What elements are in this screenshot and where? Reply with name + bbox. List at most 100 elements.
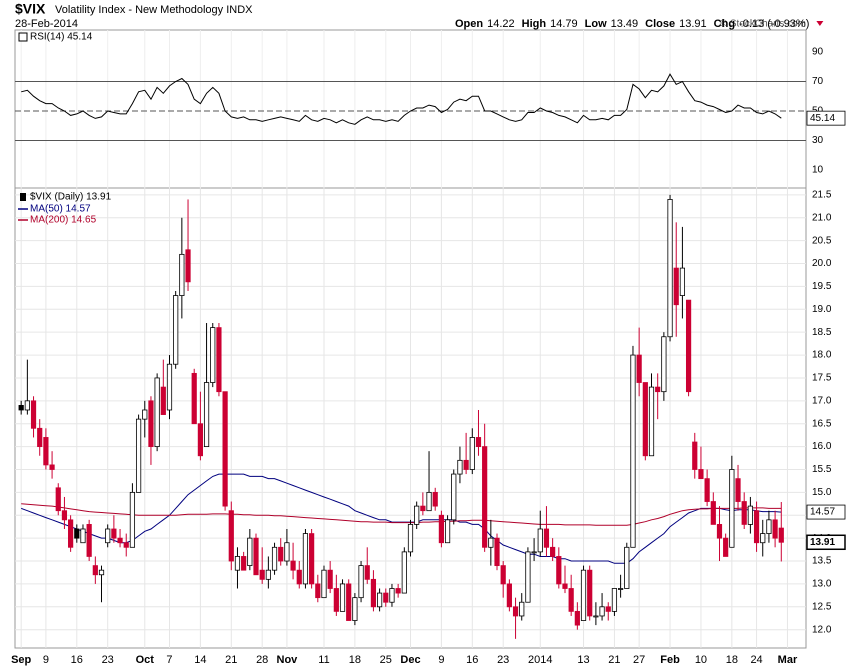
x-tick-label: 14 xyxy=(194,654,206,666)
candle-body xyxy=(692,441,698,470)
candle-body xyxy=(185,249,191,283)
candle-body xyxy=(80,528,86,544)
candle-body xyxy=(154,377,160,448)
quote-value: 13.91 xyxy=(679,18,707,30)
x-tick-label: 25 xyxy=(380,654,392,666)
candle-body xyxy=(55,487,61,512)
candle-body xyxy=(49,464,55,470)
x-tick-label: 28 xyxy=(256,654,268,666)
candle-body xyxy=(160,386,166,415)
value-marker-label: 13.91 xyxy=(810,537,835,548)
candle-body xyxy=(117,537,123,544)
candle-body xyxy=(86,524,92,557)
candle-body xyxy=(135,418,142,493)
candle-body xyxy=(611,588,618,612)
rsi-legend: RSI(14) 45.14 xyxy=(30,32,93,43)
candle-body xyxy=(210,327,216,383)
y-tick-label: 20.0 xyxy=(812,258,832,269)
candle-body xyxy=(661,336,667,393)
candle-body xyxy=(444,519,451,544)
candle-body xyxy=(543,528,550,548)
candle-body xyxy=(457,459,463,475)
candle-body xyxy=(741,501,747,525)
x-tick-label: 16 xyxy=(466,654,478,666)
candle-body xyxy=(599,606,605,617)
candle-body xyxy=(203,382,210,448)
x-tick-label: 24 xyxy=(750,654,762,666)
candle-body xyxy=(68,519,74,548)
down-triangle xyxy=(816,21,824,26)
candle-body xyxy=(667,199,673,338)
candle-body xyxy=(753,510,760,544)
candle-body xyxy=(618,588,624,590)
quote-value: 13.49 xyxy=(611,18,639,30)
x-tick-label: Nov xyxy=(277,654,299,666)
candle-body xyxy=(414,505,420,525)
y-tick-label: 18.0 xyxy=(812,350,832,361)
candle-body xyxy=(580,569,587,621)
x-tick-label: 27 xyxy=(633,654,645,666)
candle-body xyxy=(43,437,49,466)
candle-body xyxy=(723,537,729,557)
candle-body xyxy=(574,610,580,626)
candle-body xyxy=(37,427,43,448)
candle-body xyxy=(377,592,383,608)
x-tick-label: Sep xyxy=(11,654,31,666)
candle-body xyxy=(216,327,222,393)
candle-body xyxy=(698,469,704,480)
x-tick-label: Mar xyxy=(778,654,798,666)
quote-label: High xyxy=(522,18,547,30)
chart-date: 28-Feb-2014 xyxy=(15,18,78,30)
candle-body xyxy=(179,253,185,296)
candle-body xyxy=(166,363,173,411)
ma-line xyxy=(21,503,782,526)
quote-label: Chg xyxy=(714,18,735,30)
legend-swatch xyxy=(20,193,26,201)
candle-body xyxy=(18,405,24,411)
quote-value: 14.79 xyxy=(550,18,578,30)
candle-body xyxy=(352,597,358,621)
x-tick-label: 23 xyxy=(497,654,509,666)
candle-body xyxy=(278,546,284,562)
candle-body xyxy=(339,583,346,612)
rsi-line xyxy=(21,73,782,125)
candle-body xyxy=(296,569,302,585)
x-tick-label: 9 xyxy=(43,654,49,666)
candle-body xyxy=(383,592,389,603)
candle-body xyxy=(105,528,111,544)
candle-body xyxy=(642,382,648,457)
candle-body xyxy=(778,527,784,543)
value-marker xyxy=(806,110,846,126)
candle-body xyxy=(197,423,203,457)
legend-entry: MA(200) 14.65 xyxy=(30,215,97,226)
candle-body xyxy=(420,505,426,512)
candle-body xyxy=(562,583,568,589)
candle-body xyxy=(488,537,494,548)
candle-body xyxy=(315,583,321,599)
candle-body xyxy=(766,519,772,534)
y-tick-label: 19.0 xyxy=(812,304,832,315)
candle-body xyxy=(271,546,278,571)
candle-body xyxy=(241,556,247,571)
x-tick-label: 10 xyxy=(695,654,707,666)
candle-body xyxy=(321,569,327,599)
candle-body xyxy=(636,354,642,383)
candle-body xyxy=(61,510,68,521)
candle-body xyxy=(302,533,309,585)
x-tick-label: 7 xyxy=(166,654,172,666)
y-tick-label: 21.0 xyxy=(812,212,832,223)
candle-body xyxy=(290,560,296,571)
candle-body xyxy=(24,400,30,411)
value-marker-label: 45.14 xyxy=(810,113,835,124)
chart-title: $VIX xyxy=(15,1,46,17)
candle-body xyxy=(685,299,692,393)
candle-body xyxy=(333,588,339,612)
y-tick-label: 15.0 xyxy=(812,487,832,498)
quote-label: Low xyxy=(585,18,607,30)
candle-body xyxy=(716,524,723,539)
candle-body xyxy=(265,569,271,580)
candle-body xyxy=(506,583,512,608)
candle-body xyxy=(129,491,136,548)
value-marker-label: 14.57 xyxy=(810,507,835,518)
